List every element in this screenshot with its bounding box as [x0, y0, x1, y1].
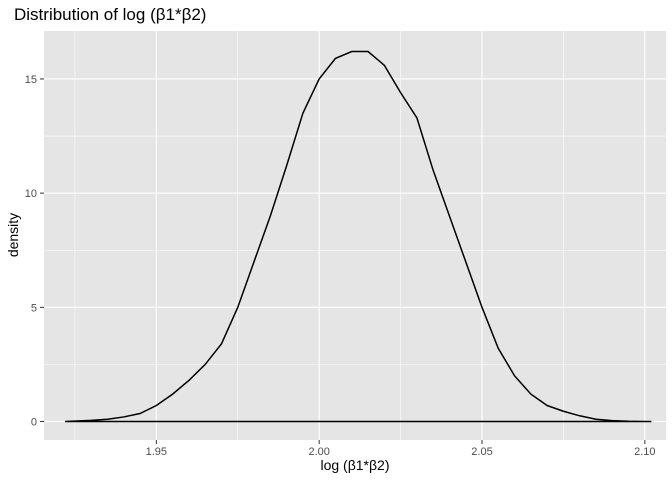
- plot-panel: [44, 31, 666, 440]
- density-curve: [65, 50, 652, 423]
- y-axis: 0 5 10 15: [25, 74, 44, 429]
- minor-gridlines: [44, 31, 666, 440]
- chart-title: Distribution of log (β1*β2): [14, 5, 206, 24]
- y-axis-title: density: [5, 213, 21, 257]
- y-tick-label: 0: [31, 417, 37, 429]
- y-tick-label: 10: [25, 188, 37, 200]
- x-axis-title: log (β1*β2): [320, 457, 389, 473]
- x-tick-label: 2.00: [308, 446, 329, 458]
- x-tick-label: 2.10: [634, 446, 655, 458]
- x-tick-label: 1.95: [146, 446, 167, 458]
- x-tick-label: 2.05: [471, 446, 492, 458]
- y-tick-label: 5: [31, 302, 37, 314]
- y-tick-label: 15: [25, 74, 37, 86]
- x-axis: 1.95 2.00 2.05 2.10: [146, 440, 656, 458]
